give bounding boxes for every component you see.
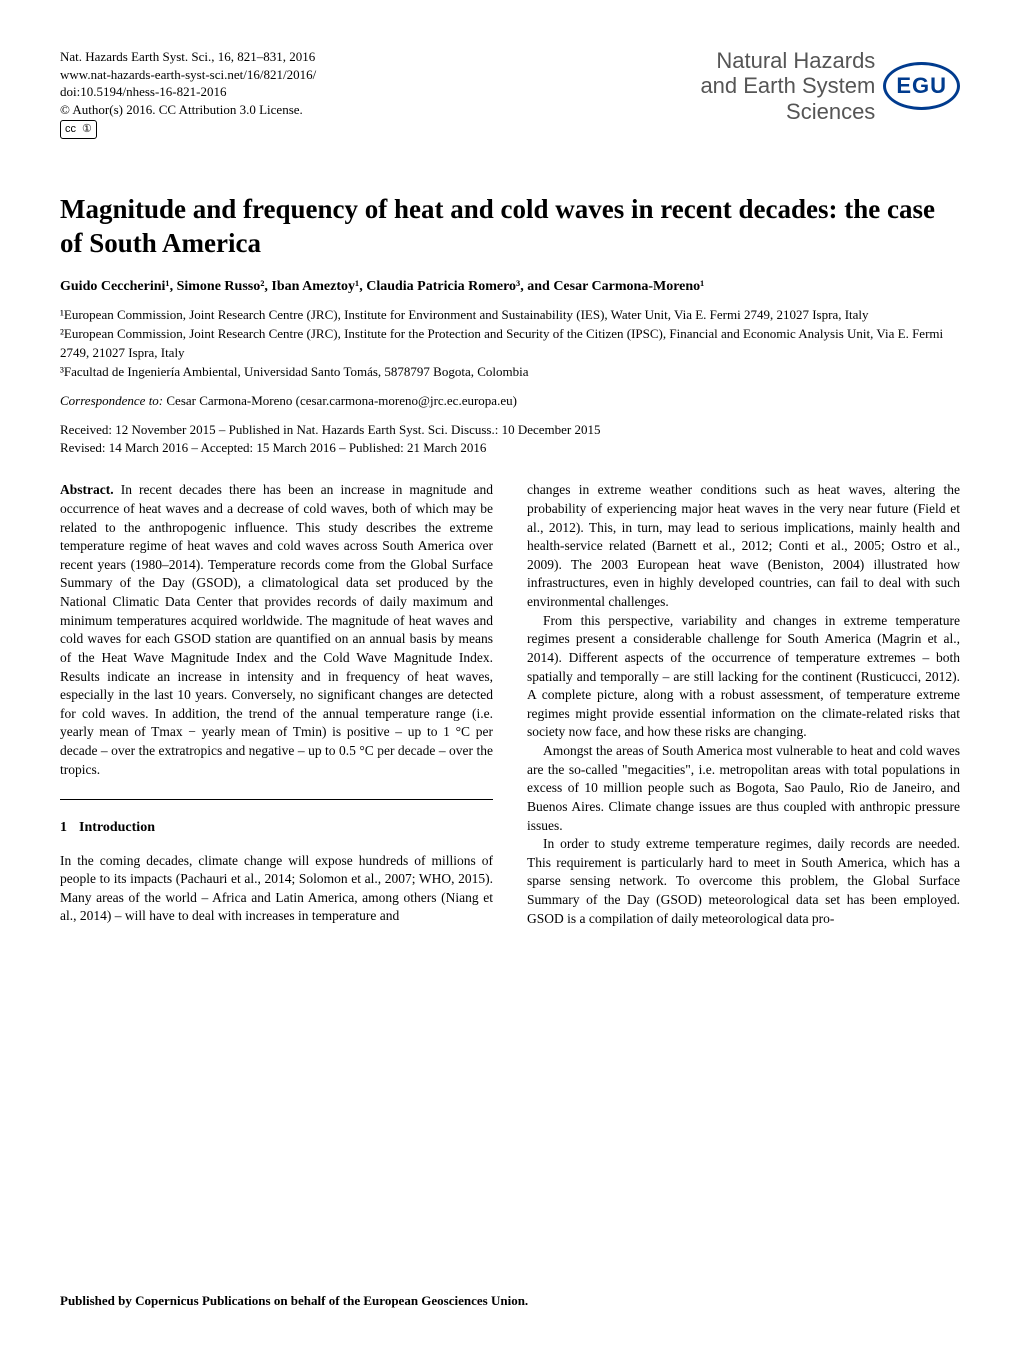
- intro-left-paragraph: In the coming decades, climate change wi…: [60, 852, 493, 927]
- section-divider: [60, 799, 493, 800]
- cc-icon: cc: [65, 122, 76, 137]
- article-title: Magnitude and frequency of heat and cold…: [60, 193, 960, 261]
- section-heading-intro: 1 Introduction: [60, 818, 493, 837]
- egu-logo: EGU: [883, 60, 960, 112]
- body-columns: Abstract. In recent decades there has be…: [60, 481, 960, 928]
- journal-line-3: Sciences: [786, 99, 875, 124]
- by-icon: ①: [82, 122, 92, 137]
- journal-line-2: and Earth System: [700, 73, 875, 98]
- dates-line-1: Received: 12 November 2015 – Published i…: [60, 421, 960, 439]
- intro-right-paragraph-4: In order to study extreme temperature re…: [527, 835, 960, 928]
- article-doi: doi:10.5194/nhess-16-821-2016: [60, 83, 316, 101]
- left-column: Abstract. In recent decades there has be…: [60, 481, 493, 928]
- right-column: changes in extreme weather conditions su…: [527, 481, 960, 928]
- egu-logo-text: EGU: [883, 62, 960, 110]
- affiliation-2: ²European Commission, Joint Research Cen…: [60, 325, 960, 361]
- abstract-paragraph: Abstract. In recent decades there has be…: [60, 481, 493, 779]
- license-line: © Author(s) 2016. CC Attribution 3.0 Lic…: [60, 101, 316, 119]
- affiliations-block: ¹European Commission, Joint Research Cen…: [60, 306, 960, 381]
- correspondence-line: Correspondence to: Cesar Carmona-Moreno …: [60, 393, 960, 409]
- intro-right-paragraph-2: From this perspective, variability and c…: [527, 612, 960, 742]
- journal-line-1: Natural Hazards: [716, 48, 875, 73]
- dates-line-2: Revised: 14 March 2016 – Accepted: 15 Ma…: [60, 439, 960, 457]
- publication-dates: Received: 12 November 2015 – Published i…: [60, 421, 960, 457]
- citation-line: Nat. Hazards Earth Syst. Sci., 16, 821–8…: [60, 48, 316, 66]
- header-journal: Natural Hazards and Earth System Science…: [700, 48, 960, 124]
- affiliation-1: ¹European Commission, Joint Research Cen…: [60, 306, 960, 324]
- publisher-footer: Published by Copernicus Publications on …: [60, 1293, 528, 1309]
- journal-name-block: Natural Hazards and Earth System Science…: [700, 48, 875, 124]
- section-number: 1: [60, 818, 67, 837]
- affiliation-3: ³Facultad de Ingeniería Ambiental, Unive…: [60, 363, 960, 381]
- intro-right-paragraph-3: Amongst the areas of South America most …: [527, 742, 960, 835]
- author-list: Guido Ceccherini¹, Simone Russo², Iban A…: [60, 277, 960, 297]
- correspondence-text: Cesar Carmona-Moreno (cesar.carmona-more…: [163, 393, 517, 408]
- header-metadata: Nat. Hazards Earth Syst. Sci., 16, 821–8…: [60, 48, 316, 139]
- article-url: www.nat-hazards-earth-syst-sci.net/16/82…: [60, 66, 316, 84]
- abstract-label: Abstract.: [60, 482, 114, 497]
- abstract-text: In recent decades there has been an incr…: [60, 482, 493, 776]
- correspondence-label: Correspondence to:: [60, 393, 163, 408]
- section-title: Introduction: [79, 820, 155, 835]
- cc-license-badge: cc ①: [60, 120, 97, 139]
- page-header: Nat. Hazards Earth Syst. Sci., 16, 821–8…: [60, 48, 960, 139]
- intro-right-paragraph-1: changes in extreme weather conditions su…: [527, 481, 960, 611]
